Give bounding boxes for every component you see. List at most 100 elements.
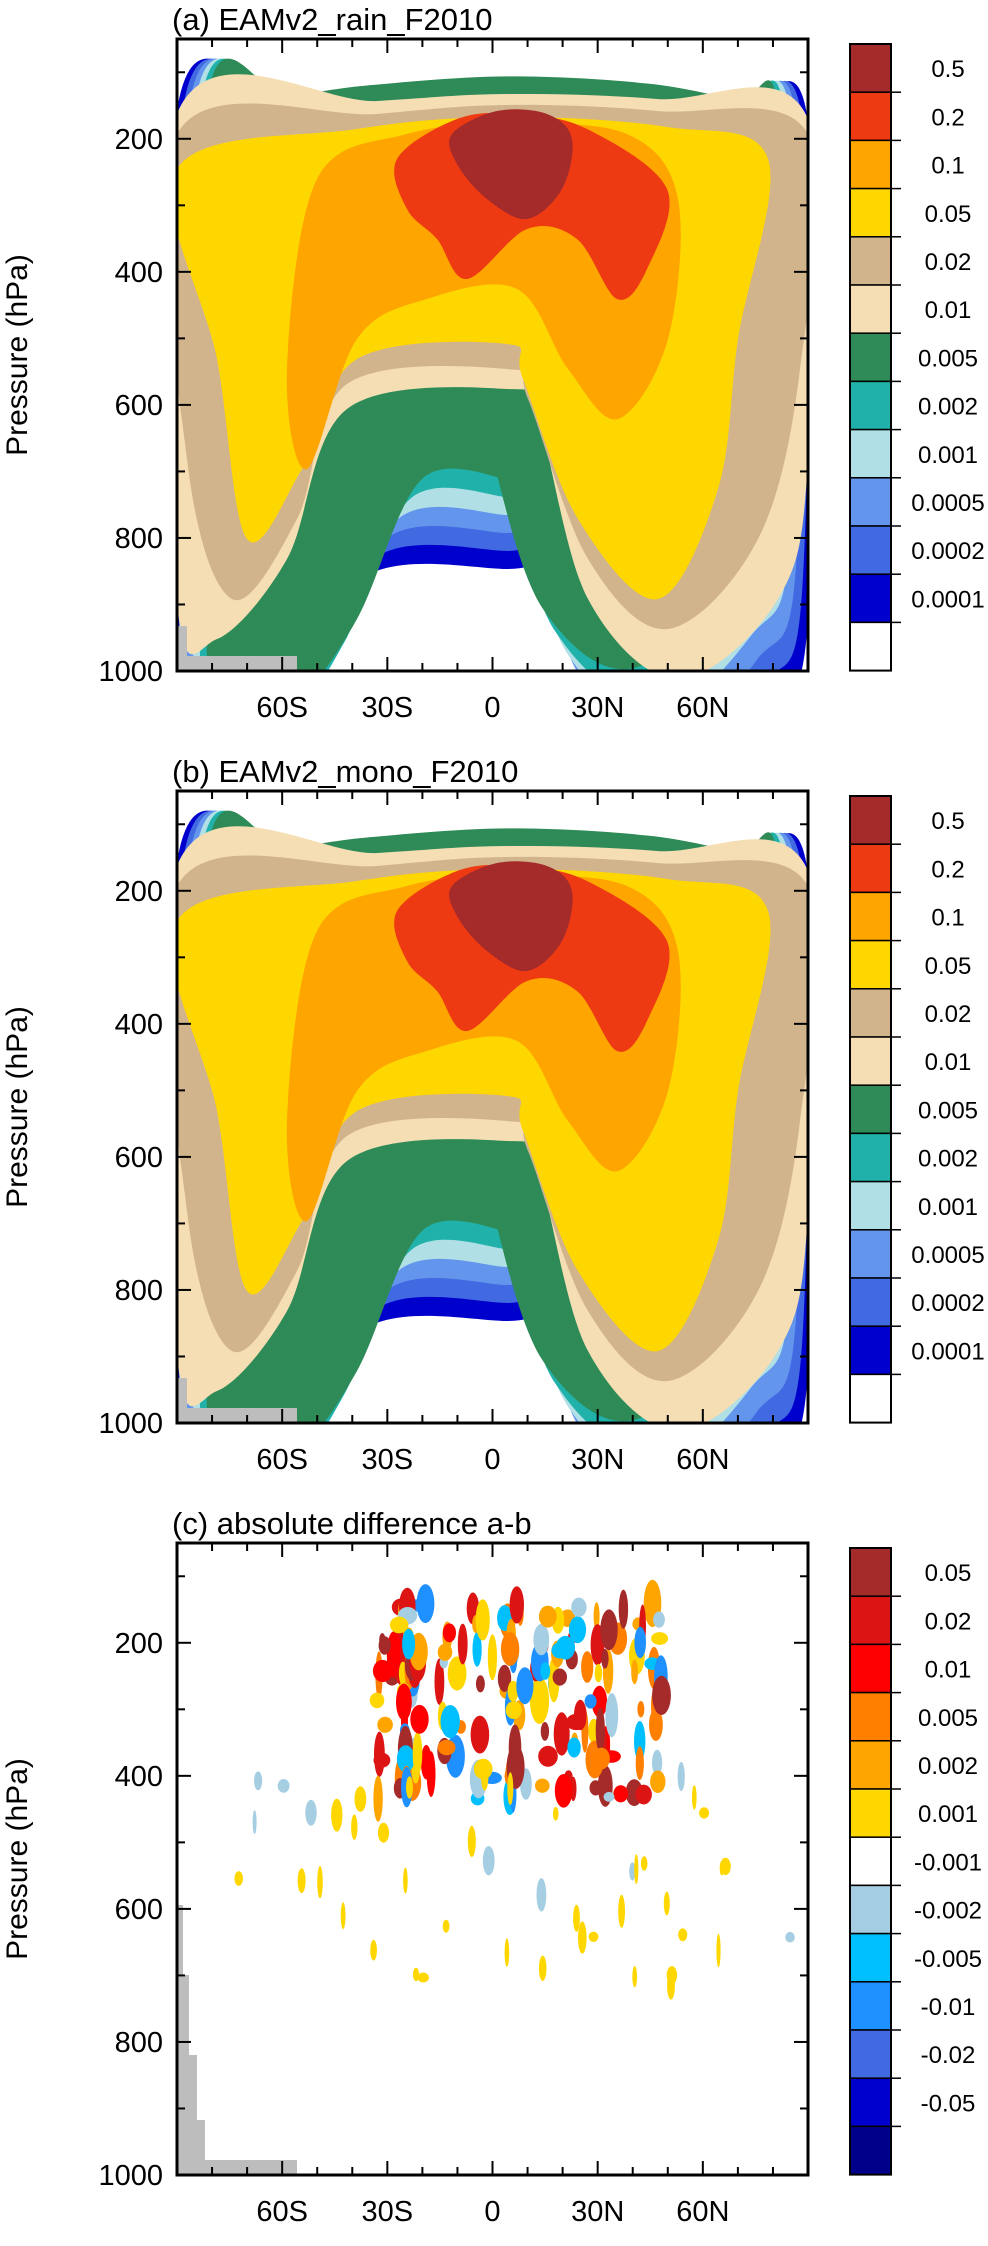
- colorbar-label: 0.05: [925, 1560, 972, 1587]
- y-tick-label: 800: [115, 1275, 163, 1307]
- colorbar-swatch: [849, 1836, 892, 1887]
- contour-band: [410, 1704, 429, 1734]
- colorbar-label: 0.0005: [911, 490, 984, 517]
- contour-band: [651, 1632, 669, 1645]
- x-tick-label: 60S: [256, 692, 308, 724]
- colorbar-swatch: [849, 621, 892, 672]
- colorbar-label: 0.0005: [911, 1242, 984, 1269]
- y-axis-label: Pressure (hPa): [1, 1758, 34, 1960]
- x-tick-label: 60S: [256, 2196, 308, 2228]
- colorbar-swatch: [849, 891, 892, 942]
- contour-band: [574, 1699, 587, 1731]
- colorbar-swatch: [849, 236, 892, 286]
- y-tick-label: 1000: [98, 2160, 163, 2192]
- contour-band: [652, 1675, 671, 1715]
- colorbar-swatch: [849, 139, 892, 190]
- field: [177, 791, 808, 1423]
- contour-band: [482, 1846, 495, 1876]
- contour-band: [406, 1776, 413, 1799]
- colorbar-swatch: [849, 1932, 892, 1983]
- colorbar-swatch: [849, 939, 892, 990]
- colorbar-swatch: [849, 1036, 892, 1086]
- contour-band: [516, 1667, 534, 1705]
- colorbar-label: 0.001: [918, 1801, 978, 1828]
- colorbar-swatch: [849, 2029, 892, 2079]
- contour-band: [678, 1928, 688, 1942]
- contour-band: [578, 1921, 587, 1954]
- colorbar-label: 0.005: [918, 345, 978, 372]
- contour-band: [412, 1731, 423, 1775]
- terrain-mask: [177, 1905, 297, 2175]
- contour-band: [372, 1659, 393, 1683]
- field: [177, 1543, 808, 2175]
- contour-band: [447, 1656, 467, 1691]
- contour-band: [507, 1772, 514, 1805]
- contour-band: [317, 1865, 323, 1899]
- colorbar-swatch: [849, 1229, 892, 1279]
- contour-band: [652, 1749, 663, 1776]
- x-tick-label: 60N: [676, 1444, 729, 1476]
- contour-band: [254, 1771, 263, 1791]
- colorbar-swatch: [849, 2077, 892, 2128]
- contour-band: [663, 1891, 670, 1916]
- colorbar-label: 0.0001: [911, 586, 984, 613]
- colorbar-swatch: [849, 1740, 892, 1790]
- x-tick-label: 0: [484, 692, 500, 724]
- colorbar-swatch: [849, 1373, 892, 1424]
- contour-band: [369, 1692, 385, 1709]
- y-tick-label: 200: [115, 876, 163, 908]
- contour-band: [234, 1871, 243, 1886]
- colorbar-swatch: [849, 1884, 892, 1935]
- y-tick-label: 200: [115, 124, 163, 156]
- contour-band: [595, 1707, 605, 1753]
- colorbar-swatch: [849, 1180, 892, 1231]
- colorbar-label: -0.05: [921, 2090, 976, 2117]
- contour-band: [593, 1602, 600, 1631]
- panel-3: (c) absolute difference a-b 200 400 600 800 1…: [1, 1506, 982, 2228]
- contour-band: [377, 1716, 393, 1733]
- colorbar-label: 0.5: [931, 56, 964, 83]
- colorbar-swatch: [849, 91, 892, 142]
- y-axis-label: Pressure (hPa): [1, 1006, 34, 1208]
- contour-band: [437, 1643, 453, 1661]
- y-tick-label: 800: [115, 523, 163, 555]
- contour-band: [554, 1774, 573, 1808]
- contour-band: [442, 1623, 456, 1643]
- colorbar-label: 0.05: [925, 953, 972, 980]
- contour-band: [568, 1616, 587, 1644]
- colorbar-label: -0.01: [921, 1994, 976, 2021]
- contour-band: [666, 1966, 678, 1985]
- contour-band: [601, 1649, 609, 1669]
- contour-band: [377, 1822, 390, 1843]
- contour-band: [252, 1810, 257, 1835]
- colorbar-label: 0.02: [925, 1608, 972, 1635]
- y-axis-label: Pressure (hPa): [1, 254, 34, 456]
- contour-band: [457, 1623, 468, 1665]
- contour-band: [567, 1737, 581, 1758]
- colorbar-label: 0.5: [931, 808, 964, 835]
- contour-band: [331, 1798, 343, 1832]
- colorbar-label: 0.01: [925, 1049, 972, 1076]
- contour-band: [449, 109, 573, 220]
- contour-band: [540, 1722, 550, 1741]
- y-tick-label: 800: [115, 2027, 163, 2059]
- contour-band: [571, 1597, 587, 1617]
- contour-band: [631, 1659, 638, 1685]
- contour-band: [573, 1904, 580, 1932]
- y-tick-label: 1000: [98, 656, 163, 688]
- colorbar-swatch: [849, 428, 892, 479]
- contour-band: [785, 1931, 795, 1943]
- contour-band: [507, 1680, 519, 1702]
- colorbar-swatch: [849, 43, 892, 93]
- contour-band: [297, 1868, 306, 1894]
- colorbar: 0.5 0.2 0.1 0.05 0.02 0.01 0.005 0.002 0.001 0.00…: [849, 795, 985, 1424]
- contour-band: [403, 1867, 408, 1894]
- contour-band: [692, 1785, 697, 1810]
- contour-band: [340, 1902, 346, 1930]
- panel-title: (b) EAMv2_mono_F2010: [172, 754, 518, 789]
- panel-title: (c) absolute difference a-b: [172, 1506, 532, 1541]
- y-tick-label: 400: [115, 1009, 163, 1041]
- colorbar-swatch: [849, 187, 892, 238]
- colorbar-swatch: [849, 525, 892, 575]
- x-tick-label: 30N: [571, 692, 624, 724]
